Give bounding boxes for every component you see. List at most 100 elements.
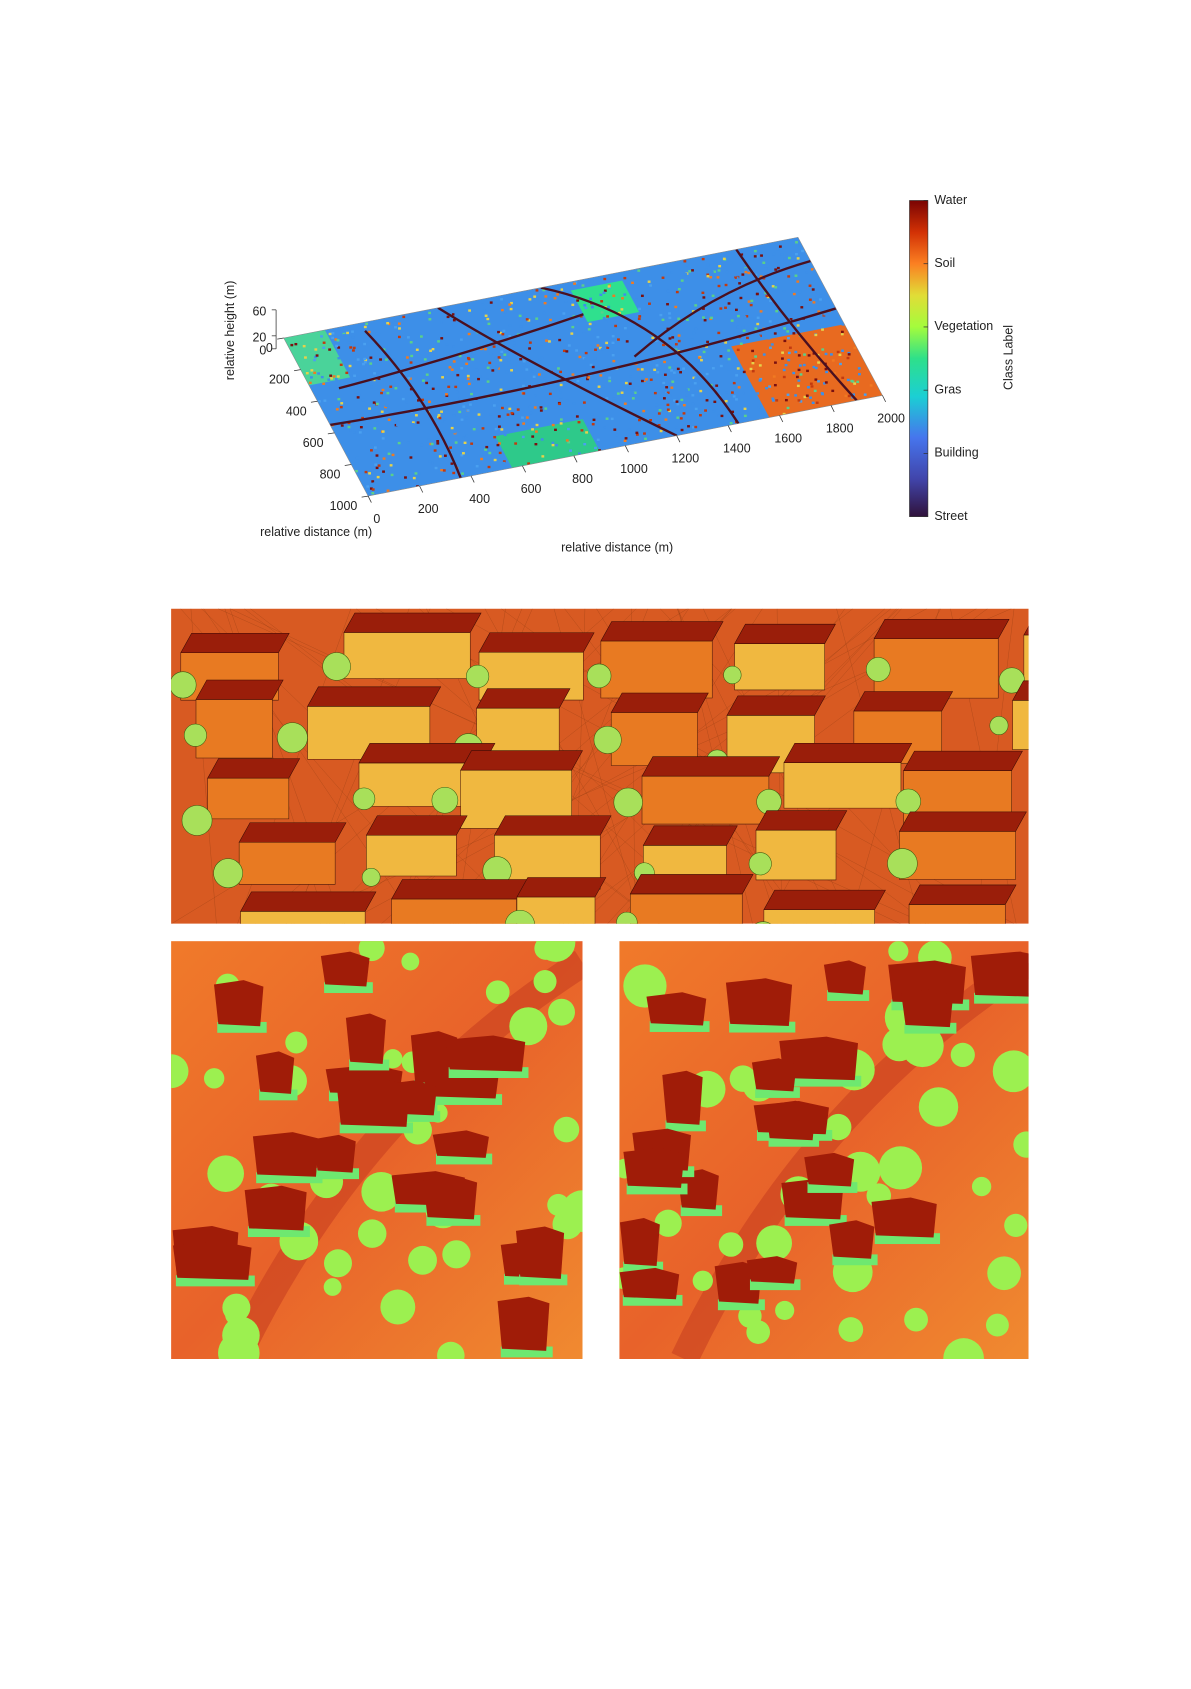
map-point <box>334 377 338 381</box>
x-tick-label: 1200 <box>672 452 700 466</box>
map-point <box>687 425 690 428</box>
tree <box>943 1338 984 1360</box>
building-side <box>600 640 713 699</box>
building-roof <box>1023 625 1029 636</box>
map-point <box>366 485 370 488</box>
map-point <box>684 272 688 276</box>
map-point <box>668 337 672 340</box>
map-point <box>741 420 745 423</box>
map-point <box>335 408 339 411</box>
map-point <box>308 381 312 385</box>
map-point <box>597 385 601 388</box>
map-point <box>549 318 552 322</box>
building-side <box>974 992 1029 1004</box>
map-point <box>715 384 719 387</box>
map-point <box>677 317 681 320</box>
map-point <box>581 284 585 287</box>
map-point <box>628 382 632 385</box>
tree <box>775 1300 795 1321</box>
map-point <box>666 403 670 407</box>
map-point <box>436 440 440 443</box>
map-point <box>531 435 535 438</box>
map-point <box>692 331 696 335</box>
building-roof <box>873 618 1010 639</box>
map-point <box>454 385 458 389</box>
map-point <box>304 356 307 359</box>
map-point <box>531 370 535 373</box>
building-roof <box>662 1070 703 1125</box>
building-roof <box>751 1058 797 1092</box>
map-point <box>542 311 546 315</box>
x-tick <box>522 465 527 473</box>
map-point <box>331 332 335 335</box>
map-point <box>415 348 419 351</box>
building-roof <box>320 951 370 987</box>
map-point <box>452 345 455 348</box>
y-tick-label: 800 <box>320 468 341 482</box>
building-roof <box>779 1036 859 1081</box>
map-point <box>363 342 367 346</box>
map-point <box>484 448 488 451</box>
map-point <box>336 375 340 378</box>
map-point <box>756 392 760 395</box>
map-point <box>750 317 754 320</box>
map-point <box>755 292 759 296</box>
map-point <box>844 394 848 398</box>
building-roof <box>345 1013 386 1064</box>
map-point <box>627 417 631 420</box>
map-point <box>611 354 615 357</box>
map-point <box>737 386 741 389</box>
building-roof <box>207 758 301 779</box>
map-point <box>641 379 644 383</box>
map-point <box>807 386 810 389</box>
render-panel-right <box>619 941 1029 1360</box>
map-point <box>469 378 473 382</box>
building-roof <box>725 978 793 1027</box>
map-point <box>559 370 563 374</box>
map-point <box>694 304 698 307</box>
map-point <box>653 368 657 372</box>
map-point <box>620 395 623 398</box>
map-point <box>664 418 668 421</box>
map-point <box>710 284 714 287</box>
map-point <box>647 381 651 384</box>
map-point <box>636 368 640 371</box>
map-point <box>337 357 341 360</box>
map-point <box>782 368 786 372</box>
map-point <box>429 408 433 412</box>
map-point <box>551 423 555 427</box>
map-point <box>631 392 635 395</box>
map-point <box>607 366 611 369</box>
map-point <box>591 423 595 426</box>
map-point <box>583 304 587 307</box>
z-tick-label: 60 <box>253 304 267 318</box>
map-point <box>785 301 788 304</box>
map-point <box>596 366 600 370</box>
map-point <box>599 346 602 350</box>
tree <box>748 852 772 876</box>
map-point <box>582 332 586 335</box>
map-point <box>535 289 539 292</box>
building-side <box>874 1233 941 1245</box>
map-point <box>376 475 380 479</box>
map-point <box>342 333 346 337</box>
map-point <box>727 349 731 352</box>
map-point <box>749 303 753 307</box>
map-point <box>523 291 527 294</box>
map-point <box>644 437 647 440</box>
map-point <box>500 308 504 312</box>
map-point <box>803 353 806 356</box>
map-point <box>680 398 684 402</box>
map-point <box>571 303 575 307</box>
map-point <box>449 431 452 435</box>
tree <box>285 1031 308 1054</box>
building-side <box>641 775 770 825</box>
map-point <box>438 455 442 458</box>
map-point <box>302 344 306 348</box>
map-point <box>707 384 710 387</box>
map-point <box>616 392 620 395</box>
x-tick <box>727 425 732 433</box>
map-point <box>430 442 434 446</box>
building-roof <box>746 1256 798 1284</box>
map-point <box>713 261 717 264</box>
